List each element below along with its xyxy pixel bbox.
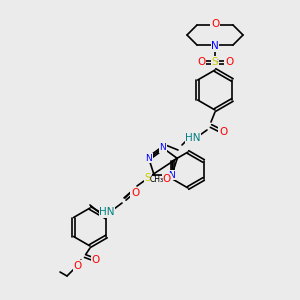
Text: N: N [211, 41, 219, 51]
Text: HN: HN [99, 207, 115, 217]
Text: N: N [168, 171, 175, 180]
Text: O: O [131, 188, 139, 198]
Text: O: O [197, 57, 205, 67]
Text: O: O [74, 261, 82, 271]
Text: N: N [146, 154, 152, 163]
Text: O: O [162, 174, 170, 184]
Text: O: O [225, 57, 233, 67]
Text: S: S [212, 57, 218, 67]
Text: S: S [145, 173, 151, 183]
Text: N: N [160, 143, 167, 152]
Text: O: O [211, 19, 219, 29]
Text: HN: HN [185, 133, 201, 143]
Text: :: : [216, 58, 218, 64]
Text: O: O [92, 255, 100, 265]
Text: CH₃: CH₃ [149, 175, 164, 184]
Text: O: O [219, 127, 227, 137]
